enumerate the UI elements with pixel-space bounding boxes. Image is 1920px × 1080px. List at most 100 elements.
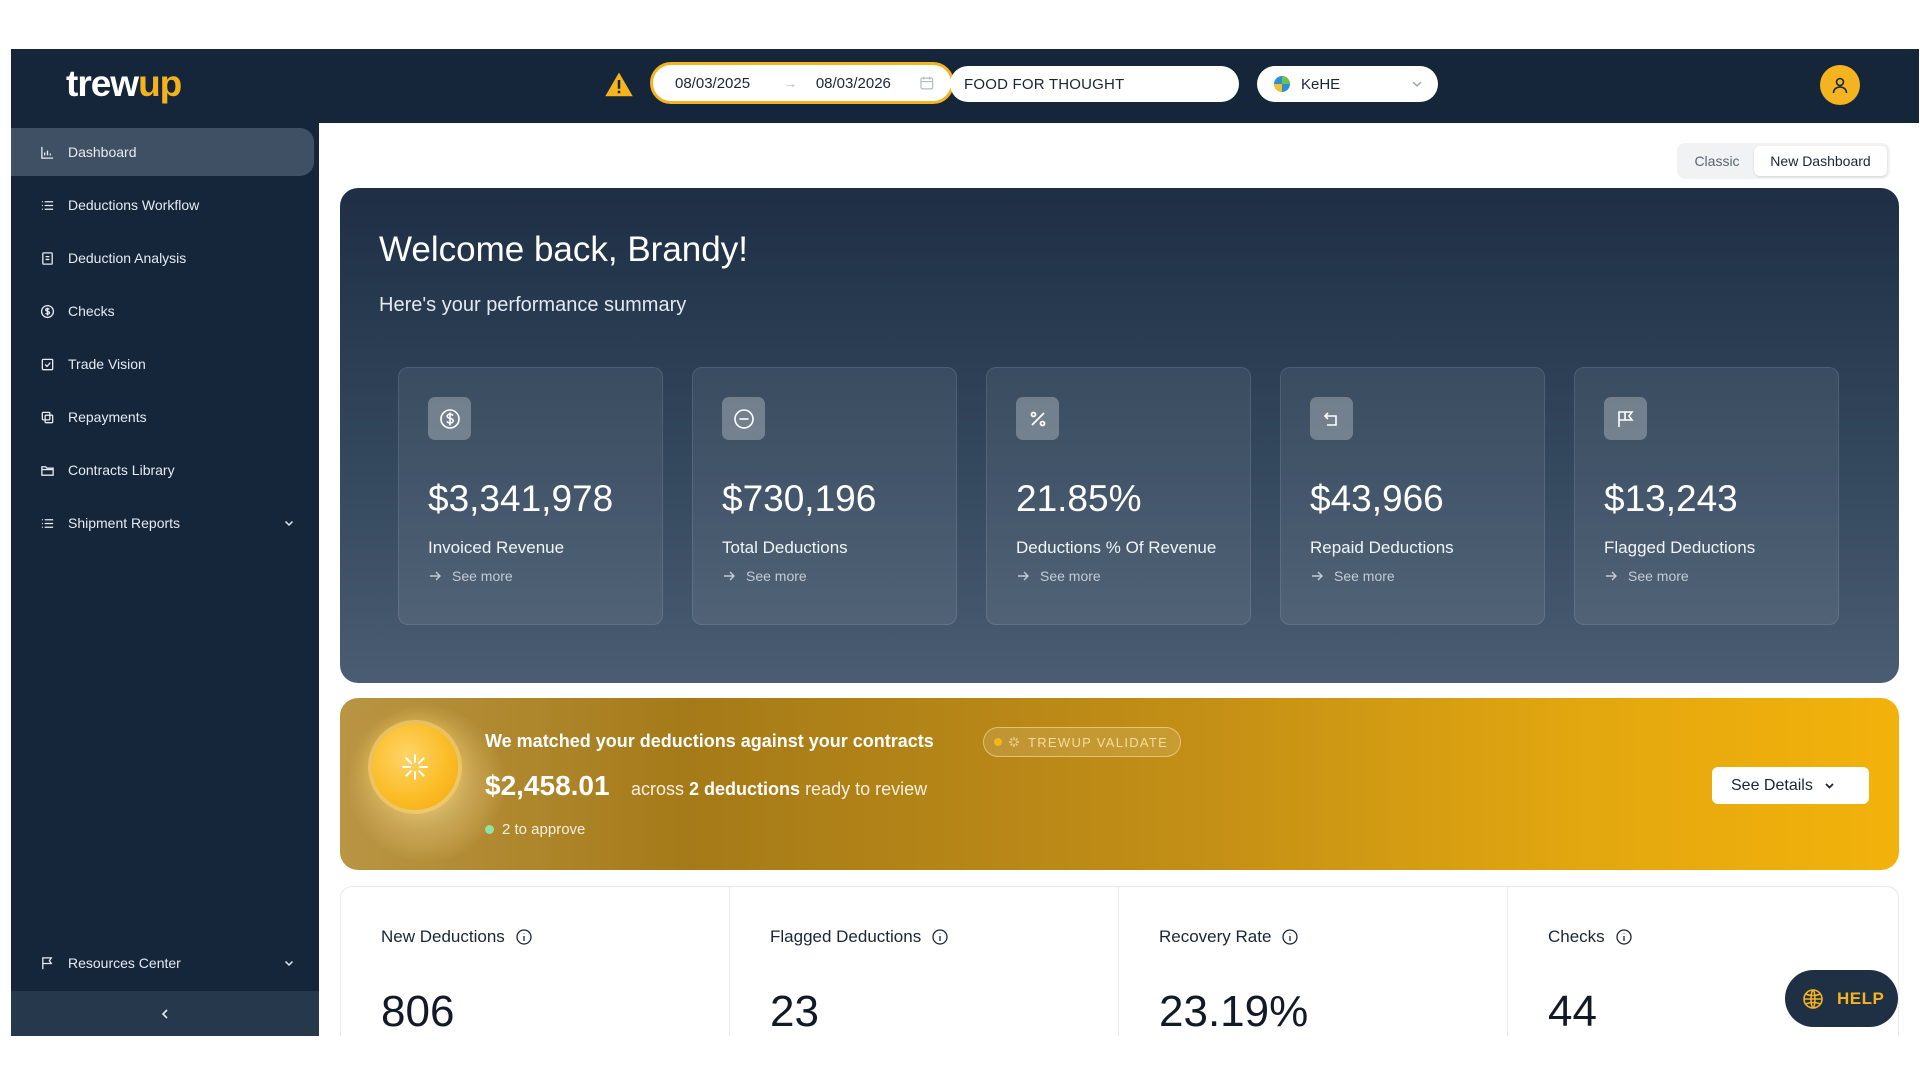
arrow-right-icon [1606,571,1617,581]
sidebar-item-checks[interactable]: Checks [11,287,314,335]
trewup-logo[interactable]: trewup [66,63,182,105]
see-more-link[interactable]: See more [428,568,513,584]
kpi-icon-box [428,397,471,440]
trewup-validate-badge: TREWUP VALIDATE [983,727,1182,757]
date-range-arrow: → [783,75,798,91]
toggle-classic[interactable]: Classic [1694,153,1740,169]
date-end[interactable]: 08/03/2026 [815,74,891,92]
kpi-icon-box [1016,397,1059,440]
top-bar: trewup 08/03/2025 → 08/03/2026 FOOD FOR … [11,49,1919,123]
date-range-picker[interactable]: 08/03/2025 → 08/03/2026 [650,62,954,104]
sidebar-item-dashboard[interactable]: Dashboard [11,128,314,176]
info-icon[interactable] [515,928,533,946]
sidebar-item-trade-vision[interactable]: Trade Vision [11,340,314,388]
sidebar-item-shipment-reports[interactable]: Shipment Reports [11,499,314,547]
calendar-icon[interactable] [919,75,935,91]
stat-label: Checks [1548,927,1633,947]
arrow-right-icon [430,571,441,581]
kpi-label: Repaid Deductions [1310,538,1454,557]
kpi-card-repaid-deductions[interactable]: $43,966 Repaid Deductions See more [1280,367,1545,625]
validate-title: We matched your deductions against your … [485,731,934,751]
toggle-new-dashboard[interactable]: New Dashboard [1754,146,1887,176]
user-icon [1832,77,1848,94]
sidebar-item-repayments[interactable]: Repayments [11,393,314,441]
stat-flagged-deductions[interactable]: Flagged Deductions 23 [730,887,1119,1036]
sidebar-item-label: Trade Vision [68,356,146,372]
distributor-name: KeHE [1301,75,1341,93]
welcome-subtitle: Here's your performance summary [379,294,687,316]
return-icon [1323,411,1337,426]
stat-new-deductions[interactable]: New Deductions 806 [341,887,730,1036]
badge-dot [994,738,1002,746]
company-select[interactable]: FOOD FOR THOUGHT [950,66,1239,102]
status-dot [485,825,494,834]
desc-count: 2 deductions [689,779,801,799]
sidebar-item-deductions-workflow[interactable]: Deductions Workflow [11,181,314,229]
percent-icon [1030,411,1045,426]
list-icon [41,518,54,528]
sidebar-item-contracts-library[interactable]: Contracts Library [11,446,314,494]
kpi-icon-box [1310,397,1353,440]
stat-recovery-rate[interactable]: Recovery Rate 23.19% [1119,887,1508,1036]
flag-icon [42,956,53,969]
kpi-label: Deductions % Of Revenue [1016,538,1217,557]
stat-label: New Deductions [381,927,533,947]
kpi-value: 21.85% [1016,478,1142,519]
chevron-down-icon [1412,81,1422,87]
document-icon [42,251,53,265]
sparkle-icon [1009,737,1019,747]
sidebar-collapse-button[interactable] [11,991,319,1036]
see-more-link[interactable]: See more [1016,568,1101,584]
sidebar-item-resources-center[interactable]: Resources Center [11,939,314,987]
user-avatar[interactable] [1820,65,1860,105]
dashboard-view-toggle: Classic New Dashboard [1677,143,1890,179]
kpi-icon-box [1604,397,1647,440]
app-window: trewup 08/03/2025 → 08/03/2026 FOOD FOR … [11,49,1919,1036]
stat-label-text: Recovery Rate [1159,927,1272,946]
see-more-link[interactable]: See more [722,568,807,584]
see-details-button[interactable]: See Details [1712,767,1869,804]
sidebar-item-label: Resources Center [68,955,181,971]
sidebar-item-label: Repayments [68,409,147,425]
desc-suffix: ready to review [805,779,928,799]
chevron-down-icon [284,960,294,967]
stat-label: Flagged Deductions [770,927,949,947]
kpi-value: $43,966 [1310,478,1444,519]
kpi-label: Flagged Deductions [1604,538,1756,557]
stat-checks[interactable]: Checks 44 [1508,887,1897,1036]
sidebar-item-label: Deduction Analysis [68,250,187,266]
kpi-card-flagged-deductions[interactable]: $13,243 Flagged Deductions See more [1574,367,1839,625]
sidebar-item-label: Deductions Workflow [68,197,200,213]
kpi-value: $13,243 [1604,478,1738,519]
info-icon[interactable] [931,928,949,946]
list-icon [41,200,54,210]
see-more-label: See more [1334,568,1395,584]
arrow-right-icon [724,571,735,581]
see-details-label: See Details [1731,776,1813,794]
sidebar-item-label: Dashboard [68,144,137,160]
stat-label-text: New Deductions [381,927,505,946]
sidebar: Dashboard Deductions Workflow Deduction … [11,123,319,1036]
stats-row: New Deductions 806 Flagged Deductions 23… [340,886,1899,1036]
kpi-card-total-deductions[interactable]: $730,196 Total Deductions See more [692,367,957,625]
sidebar-item-deduction-analysis[interactable]: Deduction Analysis [11,234,314,282]
help-label: HELP [1837,988,1885,1008]
kpi-card-deductions-pct[interactable]: 21.85% Deductions % Of Revenue See more [986,367,1251,625]
info-icon[interactable] [1615,928,1633,946]
help-button[interactable]: HELP [1785,970,1898,1027]
main-content: Classic New Dashboard Welcome back, Bran… [319,123,1919,1036]
distributor-select[interactable]: KeHE [1257,66,1438,102]
dollar-circle-icon [40,304,55,318]
sidebar-item-label: Shipment Reports [68,515,181,531]
sun-badge [372,724,458,810]
warning-triangle-icon[interactable] [604,70,634,100]
info-icon[interactable] [1281,928,1299,946]
approve-status: 2 to approve [485,821,585,838]
flag-icon [1617,410,1634,427]
see-more-link[interactable]: See more [1604,568,1689,584]
kpi-card-invoiced-revenue[interactable]: $3,341,978 Invoiced Revenue See more [398,367,663,625]
see-more-link[interactable]: See more [1310,568,1395,584]
date-start[interactable]: 08/03/2025 [675,74,751,92]
welcome-panel: Welcome back, Brandy! Here's your perfor… [340,188,1899,683]
sparkle-icon [402,754,428,780]
